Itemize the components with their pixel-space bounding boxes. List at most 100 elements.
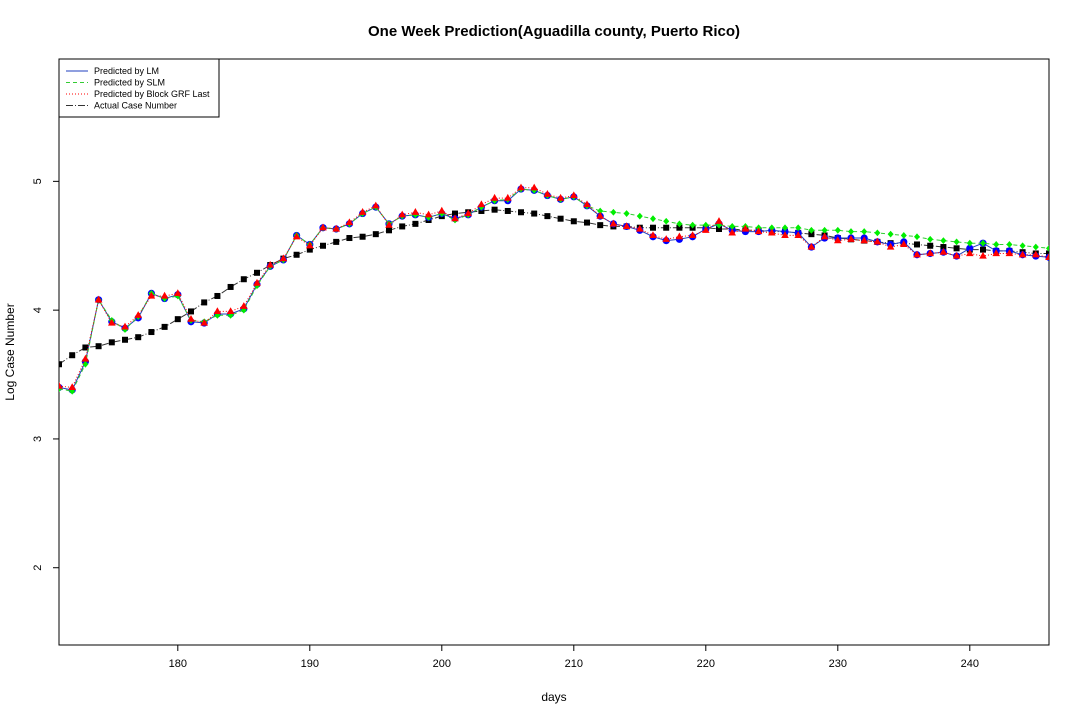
actual-point — [108, 339, 115, 346]
y-tick-label: 2 — [32, 565, 44, 571]
grf-point — [200, 318, 208, 326]
grf-point — [94, 295, 103, 303]
actual-point — [148, 329, 155, 336]
grf-point — [411, 208, 420, 215]
actual-point — [584, 219, 590, 226]
actual-point — [452, 210, 458, 217]
grf-point — [108, 318, 116, 326]
grf-point — [622, 222, 631, 230]
grf-point — [187, 314, 195, 322]
grf-point — [834, 236, 842, 244]
actual-point — [59, 361, 62, 368]
grf-point — [768, 228, 776, 236]
actual-point — [386, 227, 392, 234]
grf-point — [253, 278, 261, 286]
grf-point — [1032, 250, 1040, 258]
grf-point — [754, 227, 763, 235]
y-tick-label: 4 — [32, 307, 44, 313]
actual-point — [557, 215, 564, 222]
slm-point — [1019, 242, 1026, 250]
actual-point — [940, 244, 947, 251]
actual-point — [412, 220, 419, 227]
grf-point — [490, 193, 499, 201]
x-tick-label: 210 — [565, 658, 583, 670]
slm-point — [821, 226, 828, 234]
actual-point — [122, 336, 128, 343]
x-axis-label: days — [541, 690, 566, 704]
grf-point — [398, 210, 406, 218]
slm-point — [729, 223, 736, 230]
actual-point — [980, 246, 986, 253]
actual-point — [188, 308, 194, 315]
grf-point — [979, 251, 987, 259]
grf-point — [372, 201, 380, 209]
actual-point — [1046, 250, 1049, 257]
grf-point — [451, 214, 459, 222]
grf-point — [556, 193, 565, 201]
grf-point — [1045, 253, 1049, 260]
grf-point — [715, 217, 723, 224]
grf-point — [147, 291, 156, 299]
slm-point — [610, 208, 617, 216]
actual-point — [240, 276, 247, 283]
slm-point — [597, 207, 604, 215]
grf-point — [438, 206, 446, 214]
slm-point — [980, 239, 986, 247]
slm-point — [874, 229, 881, 237]
grf-point — [121, 322, 129, 330]
legend: Predicted by LM Predicted by SLMPredicted… — [58, 58, 220, 118]
grf-point — [596, 211, 604, 219]
actual-point — [478, 207, 485, 214]
actual-point — [82, 344, 89, 351]
actual-point — [346, 235, 353, 242]
grf-point — [728, 228, 736, 236]
actual-point — [320, 242, 326, 249]
slm-point — [993, 241, 1000, 248]
slm-point — [1032, 243, 1039, 251]
legend-label: Actual Case Number — [94, 101, 177, 111]
plot-frame — [58, 58, 1050, 646]
legend-box — [58, 58, 220, 118]
y-tick-label: 3 — [32, 436, 44, 442]
grf-point — [966, 249, 974, 257]
grf-point — [160, 291, 169, 299]
actual-point — [663, 224, 670, 231]
x-tick-label: 200 — [433, 658, 451, 670]
actual-point — [597, 222, 604, 229]
x-tick-label: 180 — [169, 658, 187, 670]
actual-point — [372, 231, 379, 238]
grf-point — [134, 311, 142, 318]
grf-point — [530, 183, 538, 191]
grf-point — [741, 224, 750, 232]
slm-point — [808, 226, 815, 234]
grf-point — [504, 193, 512, 201]
grf-point — [81, 354, 90, 362]
axes: 180 190 200 210 220 230 240 2 3 4 5 — [32, 178, 979, 670]
slm-point — [834, 226, 841, 234]
grf-point — [820, 232, 829, 240]
grf-point — [636, 224, 644, 232]
slm-point — [848, 228, 854, 235]
grf-point — [649, 231, 657, 239]
actual-point — [161, 323, 168, 330]
slm-point — [650, 215, 656, 223]
legend-label: Predicted by SLM — [94, 78, 165, 88]
grf-point — [675, 232, 684, 240]
actual-point — [927, 242, 934, 249]
actual-point — [201, 299, 208, 306]
slm-point — [1006, 241, 1013, 248]
x-tick-label: 190 — [301, 658, 319, 670]
actual-point — [953, 245, 960, 252]
grf-point — [570, 191, 578, 199]
actual-point — [359, 233, 366, 240]
actual-point — [174, 316, 181, 323]
slm-point — [702, 221, 709, 229]
grf-point — [688, 231, 697, 239]
grf-point — [174, 289, 182, 296]
grf-point — [319, 223, 327, 231]
series-group — [59, 185, 1049, 394]
grf-point — [543, 190, 552, 197]
slm-point — [782, 224, 788, 232]
actual-point — [914, 241, 920, 248]
